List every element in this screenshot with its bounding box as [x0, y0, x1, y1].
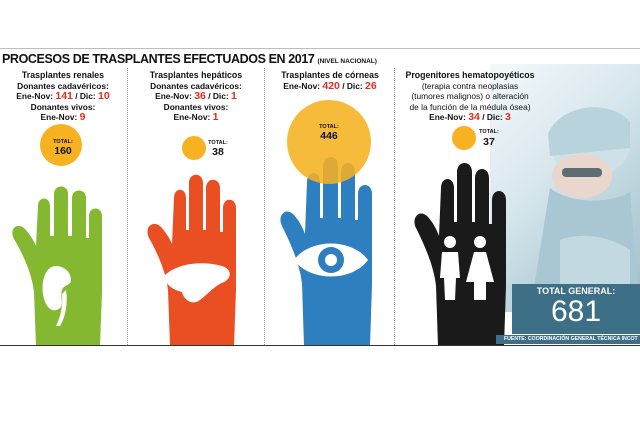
renal-total-label: TOTAL:: [53, 139, 73, 145]
period-label: Ene-Nov:: [155, 91, 195, 101]
renal-heading: Trasplantes renales: [21, 70, 105, 80]
kidney-icon: [42, 266, 71, 326]
total-general-label: TOTAL GENERAL:: [536, 286, 616, 296]
renal-cadaver-jan-nov: 141: [55, 90, 73, 102]
source-note: FUENTE: COORDINACIÓN GENERAL TÉCNICA INC…: [496, 335, 640, 344]
renal-cadaver-counts: Ene-Nov: 141 / Dic: 10: [2, 91, 124, 102]
period-label: Ene-Nov:: [429, 112, 469, 122]
blue-hand: [280, 157, 372, 346]
surgeon-photo: [490, 64, 640, 312]
period-label: Ene-Nov:: [283, 80, 323, 91]
hepatic-total-value: 38: [212, 146, 224, 158]
eye-icon: [294, 243, 368, 277]
renal-living-counts: Ene-Nov: 9: [2, 112, 124, 123]
hepatic-donors-living-label: Donantes vivos:: [163, 101, 229, 112]
period-label: / Dic:: [339, 80, 366, 91]
column-divider: [394, 68, 395, 345]
liver-icon: [164, 263, 230, 303]
hepatic-cadaver-dec: 1: [231, 90, 237, 102]
hemato-total-value: 37: [483, 136, 495, 148]
period-label: Ene-Nov:: [173, 112, 213, 122]
period-label: / Dic:: [479, 112, 506, 122]
renal-total-value: 160: [54, 145, 72, 157]
hepatic-total-circle: [182, 136, 206, 160]
cornea-heading: Trasplantes de córneas: [281, 70, 379, 80]
surgeon-illustration: [530, 107, 640, 312]
green-hand: [12, 186, 102, 346]
cornea-text-block: Trasplantes de córneas Ene-Nov: 420 / Di…: [268, 70, 392, 91]
hepatic-donors-cadaver-label: Donantes cadavéricos:: [150, 80, 242, 91]
cornea-jan-nov: 420: [322, 79, 340, 92]
total-general-box: TOTAL GENERAL: 681: [512, 284, 640, 334]
cornea-total-circle: [287, 100, 371, 184]
renal-cadaver-dec: 10: [98, 90, 110, 102]
cornea-dec: 26: [365, 79, 377, 92]
renal-donors-cadaver-label: Donantes cadavéricos:: [17, 80, 109, 91]
period-label: Ene-Nov:: [40, 112, 80, 122]
hemato-desc-line3: de la función de la médula ósea): [409, 101, 531, 112]
transplant-infographic: PROCESOS DE TRASPLANTES EFECTUADOS EN 20…: [0, 44, 640, 346]
total-general-value: 681: [550, 295, 602, 328]
cornea-total-label: TOTAL:: [319, 124, 339, 130]
hemato-dec: 3: [505, 111, 511, 123]
title-subtitle: (NIVEL NACIONAL): [317, 58, 377, 65]
title-text: PROCESOS DE TRASPLANTES EFECTUADOS EN 20…: [2, 52, 315, 66]
cornea-counts: Ene-Nov: 420 / Dic: 26: [268, 79, 392, 92]
top-rule: [0, 48, 640, 49]
period-label: / Dic:: [205, 91, 232, 101]
column-divider: [127, 68, 128, 345]
hemato-text-block: Progenitores hematopoyéticos (terapia co…: [400, 70, 540, 123]
bottom-rule: [0, 345, 640, 346]
renal-text-block: Trasplantes renales Donantes cadavéricos…: [2, 70, 124, 123]
hepatic-living-counts: Ene-Nov: 1: [130, 112, 262, 123]
hemato-jan-nov: 34: [468, 111, 480, 123]
hemato-counts: Ene-Nov: 34 / Dic: 3: [400, 112, 540, 123]
hepatic-living-jan-nov: 1: [212, 111, 219, 123]
hemato-total-circle: [452, 126, 476, 150]
people-icon: [440, 236, 494, 300]
infographic-title: PROCESOS DE TRASPLANTES EFECTUADOS EN 20…: [2, 52, 377, 66]
hepatic-heading: Trasplantes hepáticos: [149, 70, 243, 80]
renal-donors-living-label: Donantes vivos:: [30, 101, 96, 112]
cornea-total-value: 446: [320, 130, 338, 142]
hemato-heading: Progenitores hematopoyéticos: [405, 70, 535, 80]
hemato-total-label: TOTAL:: [479, 129, 499, 135]
renal-living-jan-nov: 9: [79, 111, 86, 123]
hepatic-cadaver-jan-nov: 36: [194, 90, 206, 102]
hemato-desc-line1: (terapia contra neoplasias: [421, 80, 519, 91]
period-label: Ene-Nov:: [16, 91, 56, 101]
column-divider: [264, 68, 265, 345]
hepatic-text-block: Trasplantes hepáticos Donantes cadavéric…: [130, 70, 262, 123]
hepatic-total-label: TOTAL:: [208, 140, 228, 146]
renal-total-circle: [40, 124, 82, 166]
hepatic-cadaver-counts: Ene-Nov: 36 / Dic: 1: [130, 91, 262, 102]
period-label: / Dic:: [72, 91, 99, 101]
red-hand: [147, 174, 236, 346]
black-hand: [414, 163, 506, 346]
hemato-desc-line2: (tumores malignos) o alteración: [411, 91, 529, 101]
